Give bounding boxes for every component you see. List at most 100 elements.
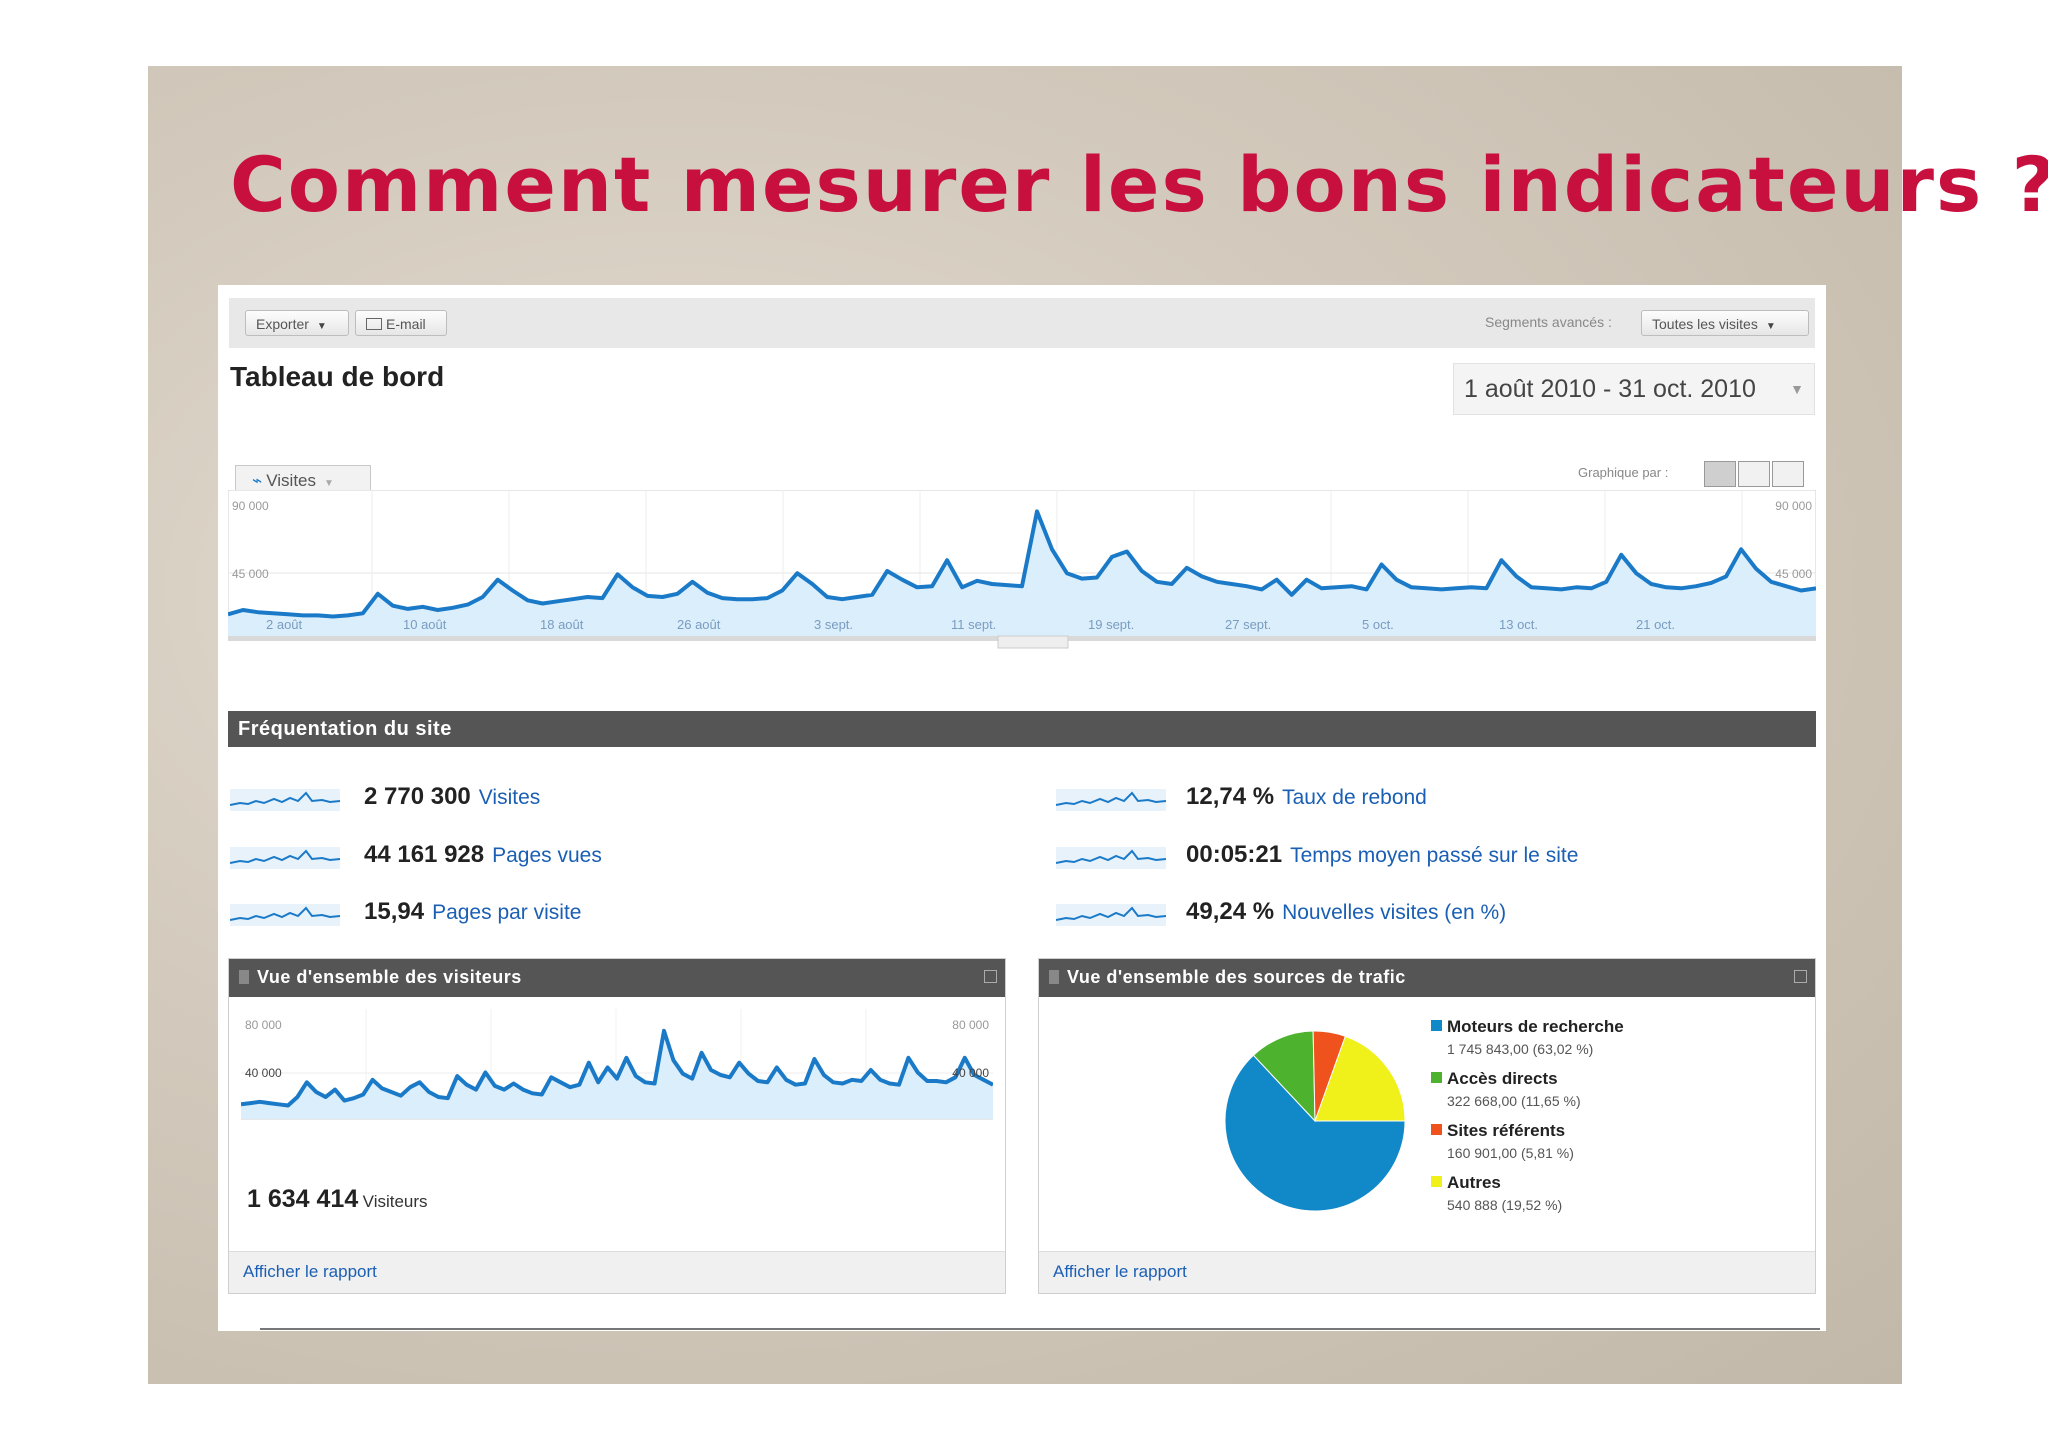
- visits-area: [228, 511, 1816, 636]
- close-icon[interactable]: [1794, 970, 1807, 983]
- divider: [260, 1328, 1820, 1330]
- chart-expand-handle[interactable]: [997, 635, 1069, 649]
- envelope-icon: [366, 318, 382, 330]
- segments-label: Segments avancés :: [1485, 314, 1612, 330]
- legend-label: Moteurs de recherche: [1447, 1017, 1624, 1036]
- visitors-report-link[interactable]: Afficher le rapport: [229, 1251, 1005, 1293]
- drag-handle-icon[interactable]: [239, 970, 249, 984]
- legend-detail: 160 901,00 (5,81 %): [1447, 1145, 1574, 1161]
- chevron-down-icon: ▼: [1765, 321, 1776, 332]
- metric-link[interactable]: Temps moyen passé sur le site: [1290, 844, 1579, 867]
- metric-row: 49,24 % Nouvelles visites (en %): [1186, 898, 1506, 926]
- chevron-down-icon: ▼: [1790, 381, 1804, 397]
- visitors-y-mid-left: 40 000: [245, 1066, 282, 1080]
- x-axis-label: 5 oct.: [1362, 617, 1394, 632]
- legend-label: Accès directs: [1447, 1069, 1558, 1088]
- sparkline: [1055, 847, 1167, 869]
- metric-link[interactable]: Visites: [478, 786, 541, 809]
- date-range: 1 août 2010 - 31 oct. 2010: [1464, 375, 1756, 403]
- graph-week-button[interactable]: [1738, 461, 1770, 487]
- graph-by-label: Graphique par :: [1578, 465, 1669, 480]
- chevron-down-icon: ▼: [324, 478, 334, 489]
- toolbar: Exporter ▼ E-mail Segments avancés : Tout…: [229, 298, 1815, 348]
- visitors-y-top-left: 80 000: [245, 1018, 282, 1032]
- legend-swatch: [1431, 1072, 1442, 1083]
- y-axis-top-left: 90 000: [232, 499, 269, 513]
- graph-month-button[interactable]: [1772, 461, 1804, 487]
- legend-entry[interactable]: Autres: [1431, 1173, 1501, 1193]
- traffic-sources-pie: [1224, 1030, 1406, 1212]
- legend-entry[interactable]: Accès directs: [1431, 1069, 1558, 1089]
- legend-swatch: [1431, 1124, 1442, 1135]
- visitors-panel-title: Vue d'ensemble des visiteurs: [257, 967, 522, 987]
- metric-link[interactable]: Taux de rebond: [1282, 786, 1427, 809]
- pie-slice[interactable]: [1252, 1030, 1316, 1123]
- legend-entry[interactable]: Moteurs de recherche: [1431, 1017, 1624, 1037]
- metric-row: 15,94 Pages par visite: [364, 898, 581, 926]
- legend-label: Autres: [1447, 1173, 1501, 1192]
- pie-slice[interactable]: [1314, 1035, 1406, 1122]
- legend-label: Sites référents: [1447, 1121, 1566, 1140]
- visitors-panel-header: Vue d'ensemble des visiteurs: [229, 959, 1005, 997]
- visitors-overview-panel: Vue d'ensemble des visiteurs 80 000 40 0…: [228, 958, 1006, 1294]
- x-axis-label: 18 août: [540, 617, 584, 632]
- visitors-area: [241, 1030, 993, 1119]
- slide-title: Comment mesurer les bons indicateurs ?: [230, 140, 2048, 229]
- sparkline: [1055, 904, 1167, 926]
- sparkline: [229, 789, 341, 811]
- sparkline: [1055, 789, 1167, 811]
- metric-link[interactable]: Nouvelles visites (en %): [1282, 901, 1507, 924]
- legend-entry[interactable]: Sites référents: [1431, 1121, 1565, 1141]
- sources-panel-title: Vue d'ensemble des sources de trafic: [1067, 967, 1406, 987]
- visitors-value: 1 634 414: [247, 1185, 359, 1213]
- pie-slices: [1224, 1030, 1406, 1212]
- page-title: Tableau de bord: [230, 361, 445, 392]
- visitors-y-mid-right: 40 000: [952, 1066, 989, 1080]
- graph-day-button[interactable]: [1704, 461, 1736, 487]
- metric-row: 44 161 928 Pages vues: [364, 841, 602, 869]
- legend-detail: 1 745 843,00 (63,02 %): [1447, 1041, 1594, 1057]
- traffic-sources-panel: Vue d'ensemble des sources de trafic Mot…: [1038, 958, 1816, 1294]
- export-button[interactable]: Exporter ▼: [245, 310, 349, 336]
- metric-value: 44 161 928: [364, 841, 485, 868]
- sparkline: [229, 904, 341, 926]
- visits-line-chart: 90 000 45 000 90 000 45 000 2 août 10 aoû…: [228, 490, 1816, 649]
- drag-handle-icon[interactable]: [1049, 970, 1059, 984]
- x-axis-label: 10 août: [403, 617, 447, 632]
- metric-link[interactable]: Pages par visite: [432, 901, 582, 924]
- x-axis-label: 13 oct.: [1499, 617, 1538, 632]
- segments-value: Toutes les visites: [1652, 316, 1758, 332]
- x-axis-label: 3 sept.: [814, 617, 853, 632]
- metric-link[interactable]: Pages vues: [492, 844, 602, 867]
- legend-swatch: [1431, 1020, 1442, 1031]
- traffic-section-header: Fréquentation du site: [228, 711, 1816, 747]
- email-button[interactable]: E-mail: [355, 310, 447, 336]
- line-chart-icon: ⌁: [252, 471, 263, 490]
- email-label: E-mail: [386, 316, 426, 332]
- x-axis-label: 19 sept.: [1088, 617, 1134, 632]
- metric-value: 49,24 %: [1186, 898, 1275, 925]
- x-axis-label: 21 oct.: [1636, 617, 1675, 632]
- pie-slice[interactable]: [1224, 1054, 1406, 1212]
- metric-row: 12,74 % Taux de rebond: [1186, 783, 1427, 811]
- metric-value: 15,94: [364, 898, 425, 925]
- x-axis-labels: 2 août 10 août 18 août 26 août 3 sept. 11 sep…: [266, 617, 1675, 632]
- sources-panel-header: Vue d'ensemble des sources de trafic: [1039, 959, 1815, 997]
- metric-value: 12,74 %: [1186, 783, 1275, 810]
- sources-report-link[interactable]: Afficher le rapport: [1039, 1251, 1815, 1293]
- analytics-screenshot: Exporter ▼ E-mail Segments avancés : Tout…: [218, 285, 1826, 1331]
- segments-select[interactable]: Toutes les visites ▼: [1641, 310, 1809, 336]
- visitors-y-top-right: 80 000: [952, 1018, 989, 1032]
- metric-value: 2 770 300: [364, 783, 471, 810]
- metric-row: 2 770 300 Visites: [364, 783, 540, 811]
- chevron-down-icon: ▼: [316, 321, 327, 332]
- visits-series-line: [228, 509, 1816, 619]
- close-icon[interactable]: [984, 970, 997, 983]
- metric-row: 00:05:21 Temps moyen passé sur le site: [1186, 841, 1578, 869]
- visitors-line-chart: 80 000 40 000 80 000 40 000: [241, 1009, 993, 1120]
- export-label: Exporter: [256, 316, 309, 332]
- x-axis-label: 27 sept.: [1225, 617, 1271, 632]
- date-range-picker[interactable]: 1 août 2010 - 31 oct. 2010 ▼: [1453, 363, 1815, 415]
- visitors-series-line: [241, 1028, 993, 1108]
- x-axis-label: 2 août: [266, 617, 303, 632]
